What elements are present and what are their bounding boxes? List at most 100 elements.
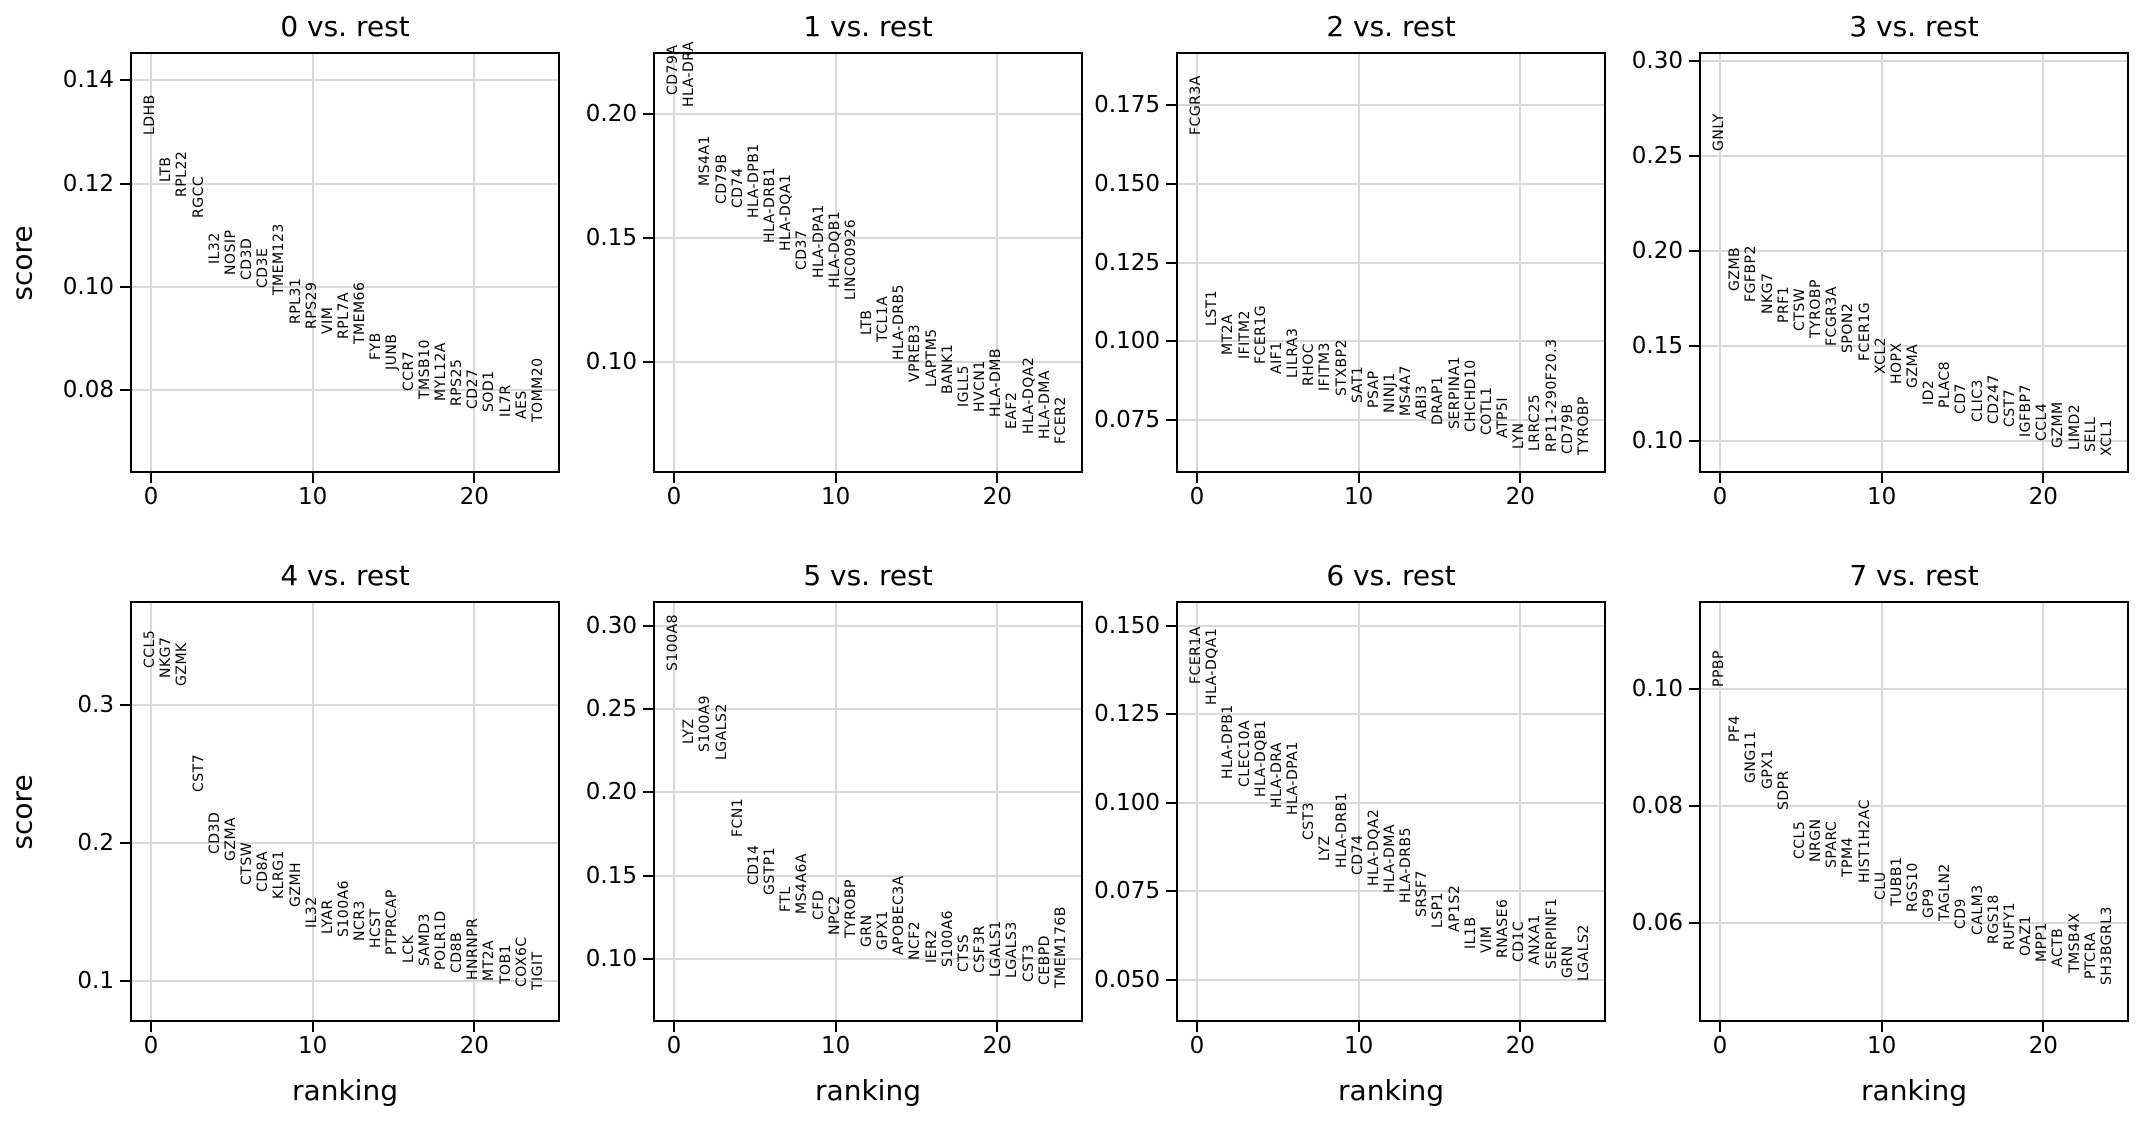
y-tick-label: 0.30 (585, 612, 637, 639)
x-tick-label: 20 (1505, 484, 1535, 510)
x-gridline (2042, 52, 2045, 473)
y-tick-mark (1166, 261, 1176, 264)
y-tick-label: 0.14 (62, 67, 114, 94)
x-gridline (311, 52, 314, 473)
x-tick-mark (1519, 473, 1522, 483)
x-tick-mark (473, 1022, 476, 1032)
x-gridline (150, 601, 152, 1022)
ylabel-score: score (5, 224, 39, 301)
y-tick-mark (120, 389, 130, 392)
x-tick-label: 0 (143, 1033, 159, 1059)
x-tick-label: 10 (1867, 1033, 1897, 1059)
y-tick-mark (1689, 921, 1699, 924)
axis-border (1699, 601, 2129, 1022)
y-tick-label: 0.20 (585, 100, 637, 127)
x-tick-mark (311, 473, 314, 483)
x-tick-label: 10 (298, 484, 328, 510)
x-tick-mark (1196, 1022, 1198, 1032)
y-gridline (130, 286, 560, 289)
y-tick-label: 0.100 (1094, 328, 1160, 355)
x-gridline (2042, 601, 2045, 1022)
x-gridline (996, 601, 999, 1022)
y-tick-mark (1166, 713, 1176, 716)
x-tick-mark (1357, 473, 1360, 483)
y-tick-mark (1689, 60, 1699, 63)
y-tick-mark (643, 874, 653, 877)
x-tick-mark (834, 1022, 837, 1032)
y-gridline (1699, 921, 2129, 924)
y-tick-label: 0.150 (1094, 612, 1160, 639)
y-tick-label: 0.15 (585, 224, 637, 251)
x-tick-label: 0 (1189, 484, 1205, 510)
y-gridline (1176, 418, 1606, 421)
x-gridline (1357, 601, 1360, 1022)
x-gridline (1196, 52, 1198, 473)
x-tick-label: 10 (1344, 484, 1374, 510)
y-gridline (653, 874, 1083, 877)
y-tick-label: 0.08 (62, 377, 114, 404)
y-gridline (130, 389, 560, 392)
panel-title: 0 vs. rest (280, 10, 410, 43)
y-gridline (1699, 687, 2129, 690)
y-tick-label: 0.08 (1631, 792, 1683, 819)
x-gridline (473, 52, 476, 473)
y-tick-label: 0.10 (1631, 675, 1683, 702)
panel-2-plot-area: FCGR3A LST1 MT2A IFITM2 FCER1G AIF1 LILRA3 RHOC… (1176, 52, 1606, 473)
x-tick-mark (1880, 473, 1883, 483)
xlabel-ranking: ranking (292, 1074, 398, 1107)
y-tick-label: 0.10 (585, 945, 637, 972)
y-gridline (1699, 60, 2129, 63)
x-tick-mark (1880, 1022, 1883, 1032)
y-gridline (653, 360, 1083, 363)
y-tick-mark (1166, 624, 1176, 627)
y-tick-label: 0.10 (585, 348, 637, 375)
y-tick-mark (120, 79, 130, 82)
y-tick-mark (643, 360, 653, 363)
y-gridline (1176, 182, 1606, 185)
panel-5-plot-area: S100A8 LYZ S100A9 LGALS2 FCN1 CD14 GSTP1 FTL MS4… (653, 601, 1083, 1022)
panel-title: 3 vs. rest (1849, 10, 1979, 43)
y-tick-label: 0.075 (1094, 406, 1160, 433)
x-tick-label: 20 (2028, 1033, 2058, 1059)
y-tick-label: 0.25 (585, 696, 637, 723)
y-tick-mark (1166, 182, 1176, 185)
y-gridline (1699, 250, 2129, 253)
y-tick-label: 0.125 (1094, 701, 1160, 728)
y-tick-label: 0.15 (585, 862, 637, 889)
y-tick-label: 0.050 (1094, 966, 1160, 993)
y-tick-mark (120, 703, 130, 706)
x-gridline (673, 601, 675, 1022)
x-tick-label: 20 (2028, 484, 2058, 510)
panel-7-plot-area: PPBP PF4 GNG11 GPX1 SDPR CCL5 NRGN SPARC TPM4 HIS… (1699, 601, 2129, 1022)
y-tick-mark (1166, 890, 1176, 893)
y-gridline (1176, 978, 1606, 981)
x-tick-mark (311, 1022, 314, 1032)
y-tick-mark (120, 182, 130, 185)
axis-border (1176, 601, 1606, 1022)
x-tick-mark (2042, 1022, 2045, 1032)
y-tick-label: 0.075 (1094, 878, 1160, 905)
x-gridline (1880, 601, 1883, 1022)
axis-border (130, 601, 560, 1022)
x-tick-mark (150, 473, 152, 483)
y-gridline (130, 979, 560, 982)
y-tick-mark (1166, 978, 1176, 981)
axis-border (1176, 52, 1606, 473)
x-tick-mark (834, 473, 837, 483)
y-tick-label: 0.10 (1631, 427, 1683, 454)
x-tick-mark (673, 1022, 675, 1032)
x-tick-mark (1719, 473, 1721, 483)
panel-3-plot-area: GNLY GZMB FGFBP2 NKG7 PRF1 CTSW TYROBP FCGR3A SP… (1699, 52, 2129, 473)
x-tick-label: 0 (143, 484, 159, 510)
x-tick-label: 0 (1712, 1033, 1728, 1059)
x-tick-label: 10 (821, 484, 851, 510)
y-tick-label: 0.20 (585, 779, 637, 806)
x-gridline (1519, 52, 1522, 473)
x-tick-mark (150, 1022, 152, 1032)
axis-border (653, 601, 1083, 1022)
ylabel-score: score (5, 773, 39, 850)
xlabel-ranking: ranking (1861, 1074, 1967, 1107)
y-gridline (653, 791, 1083, 794)
x-tick-label: 20 (459, 484, 489, 510)
y-tick-mark (643, 791, 653, 794)
